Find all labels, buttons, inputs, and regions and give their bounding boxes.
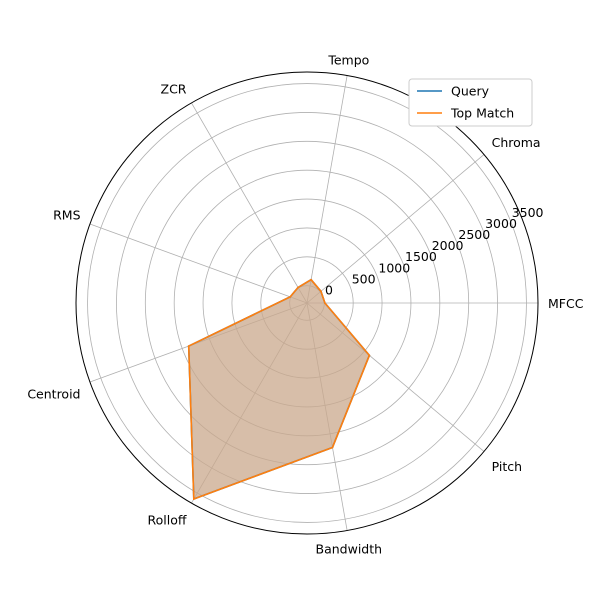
radial-tick-label-0: 0 [325, 282, 333, 297]
radial-tick-label-2500: 2500 [458, 227, 490, 242]
series-1-point-7 [331, 446, 334, 449]
outer-frame [75, 71, 539, 535]
series-1-point-4 [289, 296, 291, 298]
series-1-point-6 [193, 498, 195, 500]
spoke-2 [306, 75, 348, 304]
spoke-4 [89, 223, 308, 304]
category-label-tempo: Tempo [327, 53, 369, 68]
category-label-mfcc: MFCC [548, 296, 584, 311]
category-label-centroid: Centroid [27, 386, 80, 401]
series-1-point-1 [320, 290, 322, 293]
spoke-1 [306, 154, 485, 304]
category-label-rolloff: Rolloff [148, 513, 187, 528]
radial-tick-label-1000: 1000 [378, 260, 410, 275]
radial-tick-label-500: 500 [352, 271, 376, 286]
series-1-point-5 [187, 345, 190, 347]
series-1-point-0 [324, 302, 326, 304]
radial-tick-label-3500: 3500 [512, 205, 544, 220]
series-fill-1 [188, 279, 370, 500]
legend: Query Top Match [408, 78, 533, 127]
legend-label-top-match: Top Match [450, 106, 514, 121]
radial-tick-label-1500: 1500 [405, 249, 437, 264]
legend-label-query: Query [451, 84, 490, 99]
series-layer [187, 278, 371, 501]
spoke-3 [191, 102, 308, 304]
category-label-bandwidth: Bandwidth [316, 541, 383, 556]
radial-tick-label-3000: 3000 [485, 216, 517, 231]
category-label-zcr: ZCR [161, 81, 187, 96]
label-layer: MFCC Chroma Tempo ZCR RMS Centroid Rolloff Band… [27, 53, 583, 557]
series-line-1 [187, 278, 371, 501]
category-label-chroma: Chroma [492, 135, 541, 150]
radial-tick-label-2000: 2000 [432, 238, 464, 253]
series-1-point-3 [297, 286, 299, 289]
category-label-rms: RMS [53, 208, 80, 223]
series-1-point-8 [368, 354, 371, 357]
series-1-point-2 [310, 278, 312, 281]
category-label-pitch: Pitch [492, 459, 522, 474]
